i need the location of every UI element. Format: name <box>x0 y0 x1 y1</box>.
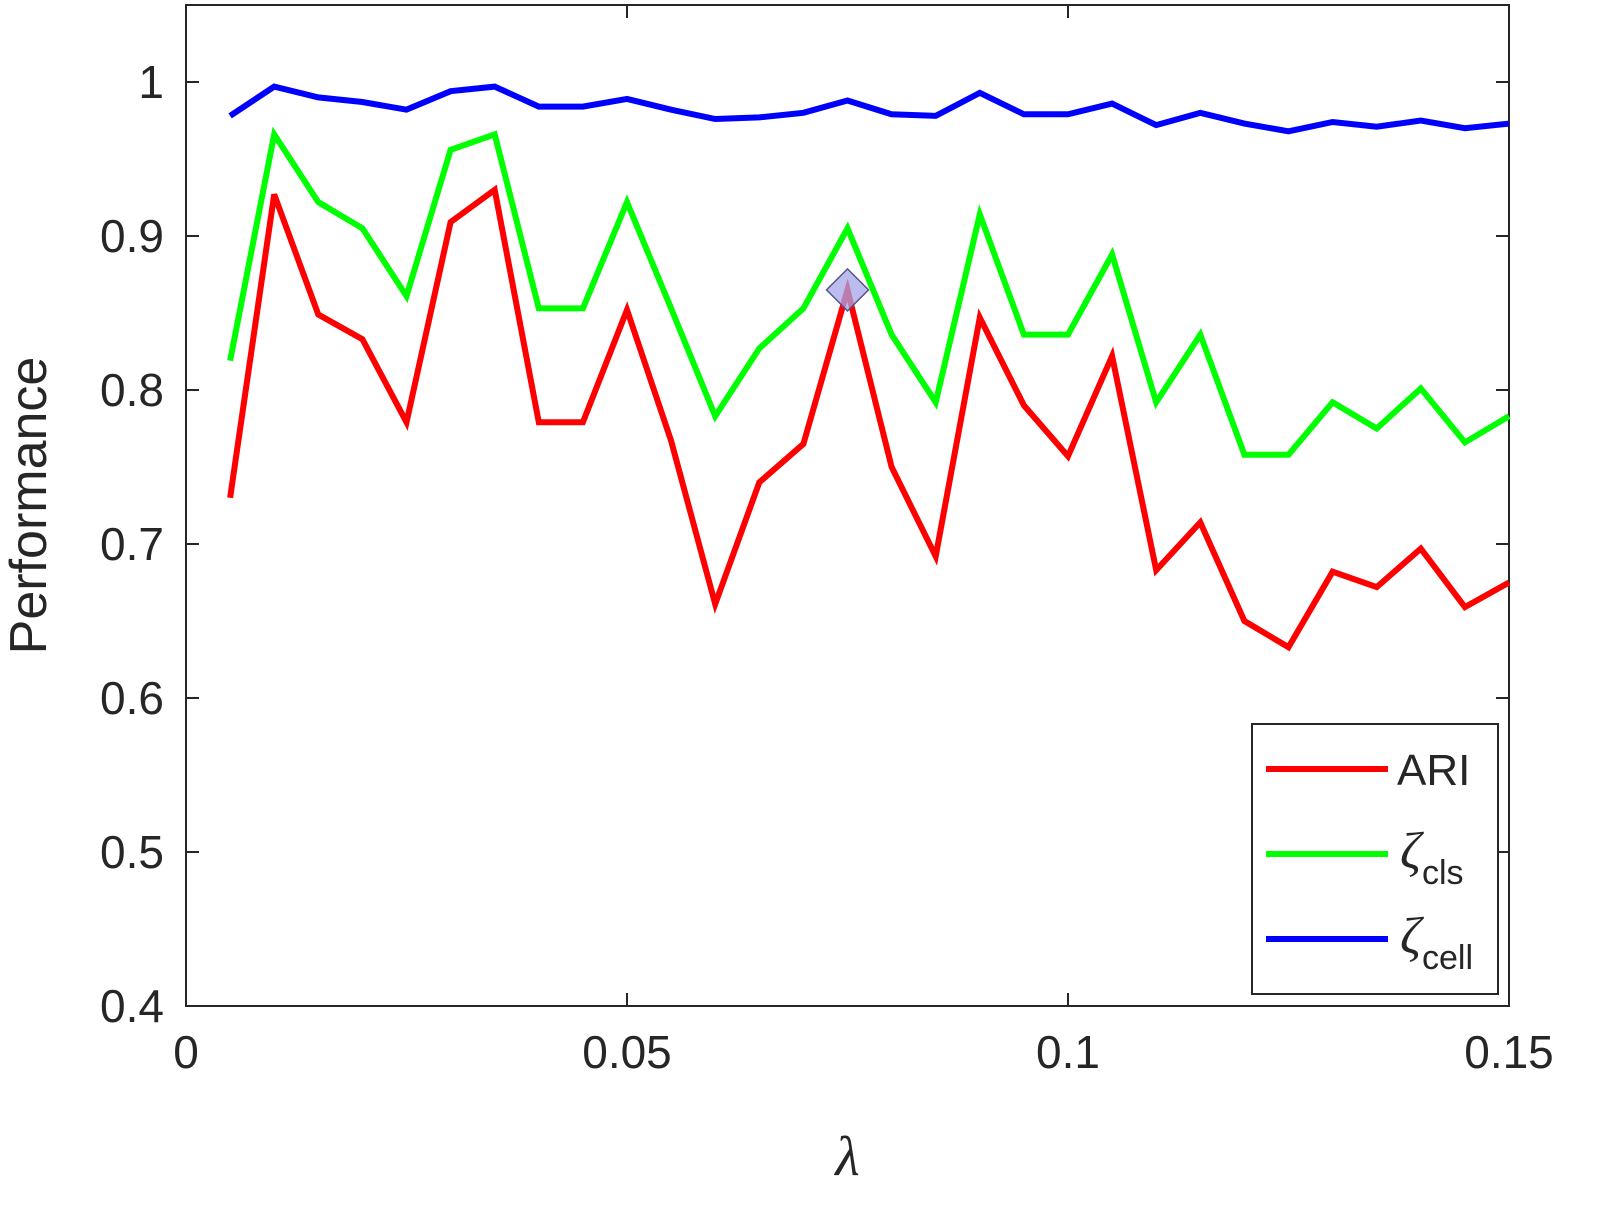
legend-subscript-ζcls: cls <box>1422 854 1464 892</box>
legend-label-ζcell: ζ <box>1400 908 1424 965</box>
x-tick-label: 0 <box>173 1026 199 1078</box>
y-tick-label: 0.9 <box>100 210 164 262</box>
legend-label-ζcls: ζ <box>1400 823 1424 880</box>
x-tick-label: 0.05 <box>582 1026 672 1078</box>
series-line-ARI <box>227 184 1511 652</box>
series-lines <box>227 83 1511 652</box>
highlight-layer <box>825 267 870 312</box>
series-line-ζcell <box>228 83 1510 135</box>
axis-tick-labels: 0 0.05 0.1 0.15 0.4 0.5 0.6 0.7 0.8 0.9 1 <box>100 56 1554 1078</box>
y-tick-label: 0.6 <box>100 672 164 724</box>
x-tick-label: 0.15 <box>1464 1026 1554 1078</box>
y-tick-label: 0.4 <box>100 980 164 1032</box>
y-tick-label: 1 <box>138 56 164 108</box>
x-axis-label: λ <box>833 1126 859 1188</box>
legend-label-ARI: ARI <box>1397 746 1470 795</box>
x-tick-label: 0.1 <box>1036 1026 1100 1078</box>
y-axis-label: Performance <box>0 357 58 655</box>
series-line-ζcls <box>227 126 1511 458</box>
y-tick-label: 0.5 <box>100 826 164 878</box>
legend-subscript-ζcell: cell <box>1422 939 1473 977</box>
y-tick-label: 0.7 <box>100 518 164 570</box>
axis-ticks <box>185 5 1510 1007</box>
highlight-diamond-marker <box>825 267 870 312</box>
y-tick-label: 0.8 <box>100 364 164 416</box>
